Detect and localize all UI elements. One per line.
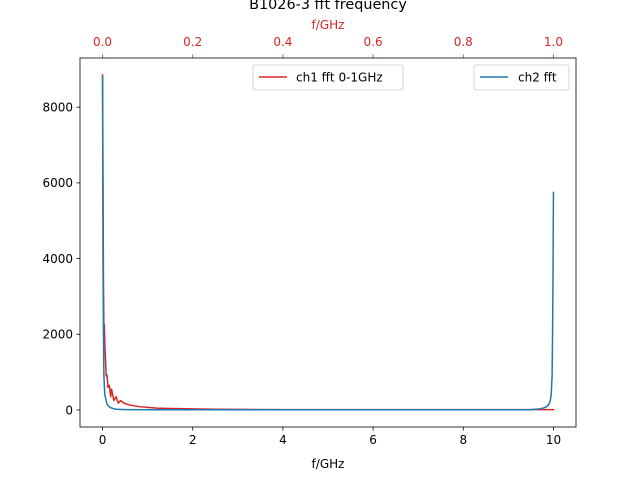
x-tick-label: 6 <box>369 433 377 447</box>
secondary-x-tick-label: 0.4 <box>273 35 292 49</box>
chart-title: B1026-3 fft frequency <box>249 0 407 13</box>
plot-frame <box>79 57 577 428</box>
secondary-x-tick-label: 0.6 <box>364 35 383 49</box>
legend-ch2-box <box>473 64 570 91</box>
y-tick-label: 6000 <box>42 176 73 190</box>
axes-ticks: 0 2 4 6 8 10 0 2000 4000 6000 8000 0.0 0.2 0.4 0.6 0.8 1… <box>42 35 563 447</box>
x-tick-label: 10 <box>546 433 561 447</box>
y-tick-label: 8000 <box>42 101 73 115</box>
legend-ch1: ch1 fft 0-1GHz <box>252 64 404 91</box>
y-tick-label: 2000 <box>42 328 73 342</box>
secondary-x-axis-label: f/GHz <box>312 18 345 32</box>
y-tick-label: 0 <box>65 403 73 417</box>
secondary-x-tick-label: 1.0 <box>544 35 563 49</box>
legend-ch1-label: ch1 fft 0-1GHz <box>296 71 383 85</box>
x-axis-label: f/GHz <box>312 457 345 471</box>
x-tick-label: 0 <box>99 433 107 447</box>
series-ch2-line <box>101 76 555 411</box>
legend-ch2: ch2 fft <box>473 64 570 91</box>
y-tick-label: 4000 <box>42 252 73 266</box>
x-tick-label: 4 <box>279 433 287 447</box>
legend-ch1-box <box>252 64 404 91</box>
legend-ch2-label: ch2 fft <box>518 71 557 85</box>
secondary-x-tick-label: 0.8 <box>454 35 473 49</box>
x-tick-label: 8 <box>459 433 467 447</box>
secondary-x-tick-label: 0.2 <box>183 35 202 49</box>
secondary-x-tick-label: 0.0 <box>93 35 112 49</box>
plot-lines <box>101 74 555 411</box>
x-tick-label: 2 <box>189 433 197 447</box>
